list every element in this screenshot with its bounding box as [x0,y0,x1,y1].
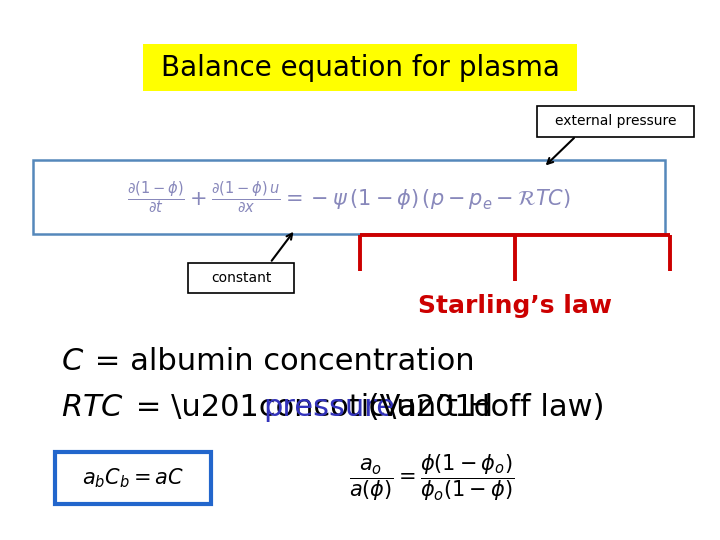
Text: Starling’s law: Starling’s law [418,294,612,318]
Text: (Van’t Hoff law): (Van’t Hoff law) [358,393,604,422]
Text: constant: constant [211,271,271,285]
Text: pressure: pressure [263,393,395,422]
FancyBboxPatch shape [33,160,665,234]
FancyBboxPatch shape [55,451,212,504]
Text: Balance equation for plasma: Balance equation for plasma [161,53,559,82]
FancyBboxPatch shape [143,44,577,91]
Text: $\mathit{RTC}$: $\mathit{RTC}$ [61,393,125,422]
Text: = \u201concotic\u201d: = \u201concotic\u201d [126,393,503,422]
Text: = albumin concentration: = albumin concentration [85,347,474,376]
Text: $a_b C_b = aC$: $a_b C_b = aC$ [82,466,184,490]
Text: $\dfrac{a_o}{a(\phi)} = \dfrac{\phi(1-\phi_o)}{\phi_o(1-\phi)}$: $\dfrac{a_o}{a(\phi)} = \dfrac{\phi(1-\p… [349,453,515,503]
Text: external pressure: external pressure [555,114,676,129]
FancyBboxPatch shape [537,106,693,137]
FancyBboxPatch shape [189,263,294,294]
Text: $\frac{\partial(1-\phi)}{\partial t} + \frac{\partial(1-\phi)\,u}{\partial x} = : $\frac{\partial(1-\phi)}{\partial t} + \… [127,179,571,215]
Text: $\mathit{C}$: $\mathit{C}$ [61,347,84,376]
